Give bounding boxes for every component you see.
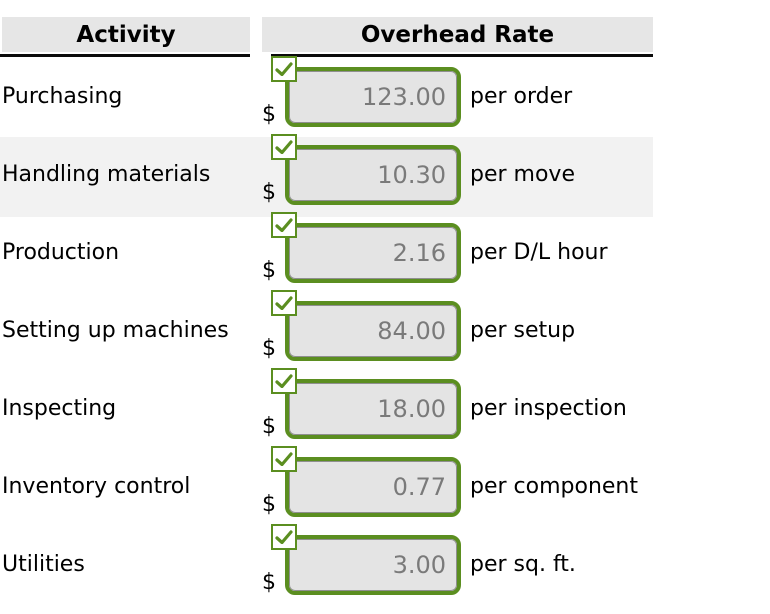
checkmark-icon	[275, 140, 293, 154]
rate-unit-label: per sq. ft.	[470, 552, 576, 577]
checkmark-icon	[275, 218, 293, 232]
table-row: Purchasing $ per order	[0, 56, 770, 134]
correct-checkbox[interactable]	[271, 368, 297, 394]
rate-unit-label: per component	[470, 474, 638, 499]
rate-input-frame	[285, 145, 461, 205]
correct-checkbox[interactable]	[271, 212, 297, 238]
overhead-rate-input[interactable]	[289, 71, 457, 123]
activity-label: Purchasing	[2, 84, 123, 109]
header-activity: Activity	[2, 17, 250, 52]
currency-symbol: $	[262, 336, 276, 361]
currency-symbol: $	[262, 102, 276, 127]
activity-label: Inspecting	[2, 396, 117, 421]
activity-label: Handling materials	[2, 162, 211, 187]
activity-label: Setting up machines	[2, 318, 229, 343]
correct-checkbox[interactable]	[271, 290, 297, 316]
table-row: Utilities $ per sq. ft.	[0, 524, 770, 602]
checkmark-icon	[275, 296, 293, 310]
overhead-rate-input[interactable]	[289, 305, 457, 357]
activity-label: Utilities	[2, 552, 85, 577]
correct-checkbox[interactable]	[271, 524, 297, 550]
checkmark-icon	[275, 452, 293, 466]
rate-unit-label: per setup	[470, 318, 576, 343]
correct-checkbox[interactable]	[271, 56, 297, 82]
overhead-rate-input[interactable]	[289, 227, 457, 279]
rate-unit-label: per order	[470, 84, 573, 109]
currency-symbol: $	[262, 570, 276, 595]
correct-checkbox[interactable]	[271, 446, 297, 472]
currency-symbol: $	[262, 492, 276, 517]
table-row: Setting up machines $ per setup	[0, 290, 770, 368]
header-rule-left	[0, 54, 250, 57]
rate-input-frame	[285, 535, 461, 595]
table-row: Production $ per D/L hour	[0, 212, 770, 290]
rate-input-frame	[285, 301, 461, 361]
table-row: Inspecting $ per inspection	[0, 368, 770, 446]
rate-input-frame	[285, 379, 461, 439]
rate-unit-label: per D/L hour	[470, 240, 608, 265]
rate-unit-label: per move	[470, 162, 575, 187]
rate-unit-label: per inspection	[470, 396, 627, 421]
overhead-rate-input[interactable]	[289, 149, 457, 201]
table-row: Inventory control $ per component	[0, 446, 770, 524]
header-rule-right	[271, 54, 653, 57]
correct-checkbox[interactable]	[271, 134, 297, 160]
rate-input-frame	[285, 457, 461, 517]
table-row: Handling materials $ per move	[0, 134, 770, 217]
currency-symbol: $	[262, 414, 276, 439]
checkmark-icon	[275, 530, 293, 544]
rate-input-frame	[285, 67, 461, 127]
overhead-rate-input[interactable]	[289, 539, 457, 591]
overhead-rate-input[interactable]	[289, 461, 457, 513]
overhead-rate-input[interactable]	[289, 383, 457, 435]
activity-label: Production	[2, 240, 120, 265]
currency-symbol: $	[262, 180, 276, 205]
checkmark-icon	[275, 374, 293, 388]
currency-symbol: $	[262, 258, 276, 283]
rate-input-frame	[285, 223, 461, 283]
checkmark-icon	[275, 62, 293, 76]
activity-label: Inventory control	[2, 474, 191, 499]
header-overhead-rate: Overhead Rate	[262, 17, 653, 52]
